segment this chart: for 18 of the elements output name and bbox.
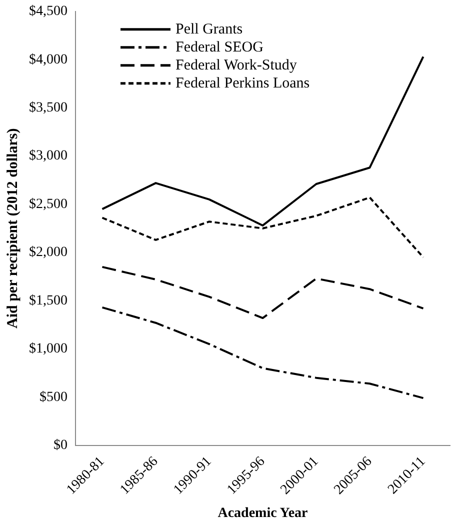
y-tick-label: $1,000 — [29, 342, 68, 357]
y-tick-label: $3,000 — [29, 148, 68, 164]
y-tick-label: $4,500 — [29, 4, 68, 20]
y-tick-label: $2,000 — [29, 245, 68, 260]
y-tick-label: $2,500 — [29, 196, 68, 212]
y-tick-label: $3,500 — [29, 100, 68, 116]
legend-label: Pell Grants — [176, 21, 243, 38]
y-tick-label: $4,000 — [29, 52, 68, 68]
legend-label: Federal Work-Study — [176, 57, 298, 74]
line-series — [101, 306, 424, 400]
legend-label: Federal Perkins Loans — [176, 75, 310, 92]
x-axis-title: Academic Year — [218, 506, 308, 522]
y-tick-label: $0 — [54, 438, 68, 453]
y-tick-label: $1,500 — [29, 293, 68, 308]
y-axis-title: Aid per recipient (2012 dollars) — [4, 128, 21, 329]
line-series — [101, 266, 424, 320]
legend-label: Federal SEOG — [176, 39, 264, 56]
y-tick-label: $500 — [40, 390, 68, 405]
